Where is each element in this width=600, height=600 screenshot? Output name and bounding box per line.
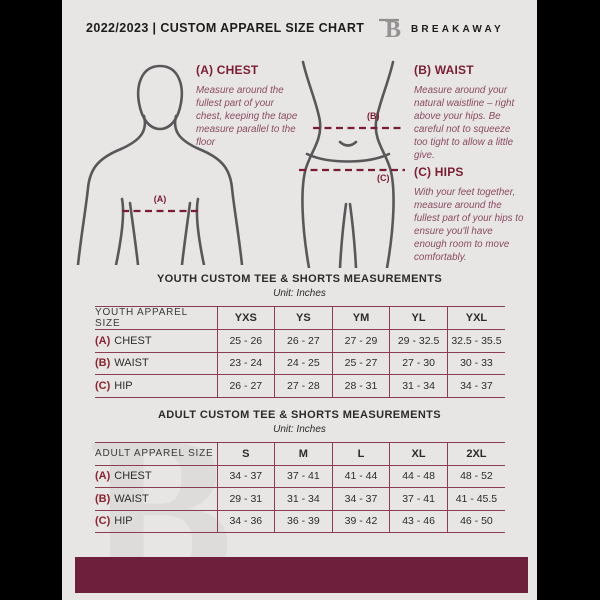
footer-bar	[75, 557, 528, 593]
youth-section-title: YOUTH CUSTOM TEE & SHORTS MEASUREMENTS	[156, 273, 443, 285]
chest-line-label: (A)	[153, 194, 167, 204]
col-header-m: M	[274, 442, 333, 465]
cell-value: 37 - 41	[274, 465, 333, 488]
waist-line-label: (B)	[367, 111, 380, 121]
col-header-xl: XL	[389, 442, 448, 465]
cell-value: 37 - 41	[389, 487, 448, 510]
col-header-yl: YL	[389, 306, 448, 330]
row-label-waist: (B) WAIST	[95, 352, 217, 375]
chest-instruction-text: Measure around the fullest part of your …	[196, 85, 298, 149]
table-row: (C) HIP 34 - 36 36 - 39 39 - 42 43 - 46 4…	[95, 510, 505, 533]
cell-value: 48 - 52	[446, 465, 505, 488]
row-label-waist: (B) WAIST	[95, 488, 217, 511]
cell-value: 25 - 27	[331, 352, 390, 375]
waist-instruction-text: Measure around your natural waistline – …	[414, 85, 515, 162]
row-label-hip: (C) HIP	[95, 510, 217, 533]
row-label-hip: (C) HIP	[95, 375, 217, 398]
row-prefix: (C)	[95, 515, 111, 528]
cell-value: 28 - 31	[331, 374, 390, 397]
cell-value: 32.5 - 35.5	[446, 329, 505, 352]
hips-instruction-heading: (C) HIPS	[414, 165, 464, 179]
cell-value: 29 - 31	[216, 487, 275, 510]
cell-value: 34 - 37	[331, 487, 390, 510]
table-row: (B) WAIST 29 - 31 31 - 34 34 - 37 37 - 41…	[95, 487, 505, 511]
cell-value: 26 - 27	[216, 374, 275, 397]
cell-value: 27 - 28	[274, 374, 333, 397]
row-prefix: (B)	[95, 357, 111, 370]
row-prefix: (A)	[95, 334, 111, 347]
cell-value: 23 - 24	[216, 352, 275, 375]
cell-value: 46 - 50	[446, 510, 505, 533]
cell-value: 41 - 45.5	[446, 487, 505, 510]
col-header-yxl: YXL	[446, 306, 505, 330]
cell-value: 31 - 34	[389, 374, 448, 397]
col-header-2xl: 2XL	[446, 442, 505, 465]
cell-value: 27 - 29	[331, 329, 390, 352]
adult-unit-label: Unit: Inches	[273, 424, 326, 435]
upper-body-diagram: (A)	[75, 56, 245, 267]
breakaway-logo-icon: B	[379, 17, 401, 42]
lower-body-figure-icon	[299, 60, 405, 270]
lower-body-diagram: (B) (C)	[283, 56, 413, 270]
col-header-ym: YM	[331, 306, 390, 330]
row-measure: HIP	[114, 515, 133, 528]
col-header-yxs: YXS	[216, 306, 275, 330]
cell-value: 34 - 37	[216, 465, 275, 488]
adult-section-title: ADULT CUSTOM TEE & SHORTS MEASUREMENTS	[157, 409, 442, 421]
col-header-s: S	[216, 442, 275, 465]
cell-value: 29 - 32.5	[389, 329, 448, 352]
row-prefix: (A)	[95, 470, 111, 483]
size-chart-page: B 2022/2023 | CUSTOM APPAREL SIZE CHART …	[62, 0, 537, 600]
row-label-chest: (A) CHEST	[95, 330, 217, 353]
row-measure: CHEST	[114, 334, 152, 347]
cell-value: 31 - 34	[274, 487, 333, 510]
table-row: (A) CHEST 34 - 37 37 - 41 41 - 44 44 - 48…	[95, 465, 505, 488]
table-row: (B) WAIST 23 - 24 24 - 25 25 - 27 27 - 30…	[95, 352, 505, 375]
col-header-ys: YS	[274, 306, 333, 330]
row-measure: HIP	[114, 379, 133, 392]
cell-value: 34 - 36	[216, 510, 275, 533]
cell-value: 44 - 48	[389, 465, 448, 488]
cell-value: 27 - 30	[389, 352, 448, 375]
cell-value: 25 - 26	[216, 329, 275, 352]
cell-value: 36 - 39	[274, 510, 333, 533]
cell-value: 26 - 27	[274, 329, 333, 352]
upper-body-figure-icon	[76, 64, 244, 267]
youth-size-col-header: YOUTH APPAREL SIZE	[95, 307, 188, 329]
table-header-row: ADULT APPAREL SIZE S M L XL 2XL	[95, 442, 505, 465]
brand-name: BREAKAWAY	[411, 24, 504, 35]
logo-letter: B	[385, 17, 401, 42]
row-measure: CHEST	[114, 470, 152, 483]
table-row: (C) HIP 26 - 27 27 - 28 28 - 31 31 - 34 3…	[95, 374, 505, 398]
chest-instruction-heading: (A) CHEST	[196, 63, 259, 77]
waist-instruction-heading: (B) WAIST	[414, 63, 474, 77]
row-prefix: (C)	[95, 379, 111, 392]
row-prefix: (B)	[95, 492, 111, 505]
cell-value: 41 - 44	[331, 465, 390, 488]
hips-line-label: (C)	[377, 173, 390, 183]
row-measure: WAIST	[114, 492, 149, 505]
hips-instruction-text: With your feet together, measure around …	[414, 187, 524, 264]
youth-size-table: YOUTH APPAREL SIZE YXS YS YM YL YXL (A) C…	[95, 306, 505, 398]
cell-value: 24 - 25	[274, 352, 333, 375]
table-row: (A) CHEST 25 - 26 26 - 27 27 - 29 29 - 32…	[95, 329, 505, 353]
row-label-chest: (A) CHEST	[95, 465, 217, 488]
table-header-row: YOUTH APPAREL SIZE YXS YS YM YL YXL	[95, 306, 505, 330]
row-measure: WAIST	[114, 357, 149, 370]
cell-value: 39 - 42	[331, 510, 390, 533]
youth-unit-label: Unit: Inches	[273, 288, 326, 299]
col-header-l: L	[331, 442, 390, 465]
adult-size-col-header: ADULT APPAREL SIZE	[95, 448, 214, 460]
cell-value: 43 - 46	[389, 510, 448, 533]
cell-value: 34 - 37	[446, 374, 505, 397]
cell-value: 30 - 33	[446, 352, 505, 375]
page-title: 2022/2023 | CUSTOM APPAREL SIZE CHART	[86, 21, 365, 35]
adult-size-table: ADULT APPAREL SIZE S M L XL 2XL (A) CHEST…	[95, 442, 505, 533]
